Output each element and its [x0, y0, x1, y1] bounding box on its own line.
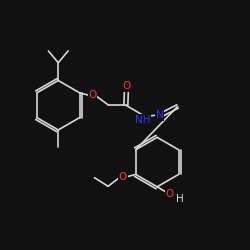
Text: O: O — [119, 172, 127, 182]
Text: O: O — [88, 90, 97, 100]
Text: O: O — [166, 189, 174, 199]
Text: NH: NH — [135, 114, 150, 124]
Text: H: H — [176, 194, 183, 204]
Text: O: O — [122, 81, 130, 91]
Text: N: N — [156, 110, 164, 120]
